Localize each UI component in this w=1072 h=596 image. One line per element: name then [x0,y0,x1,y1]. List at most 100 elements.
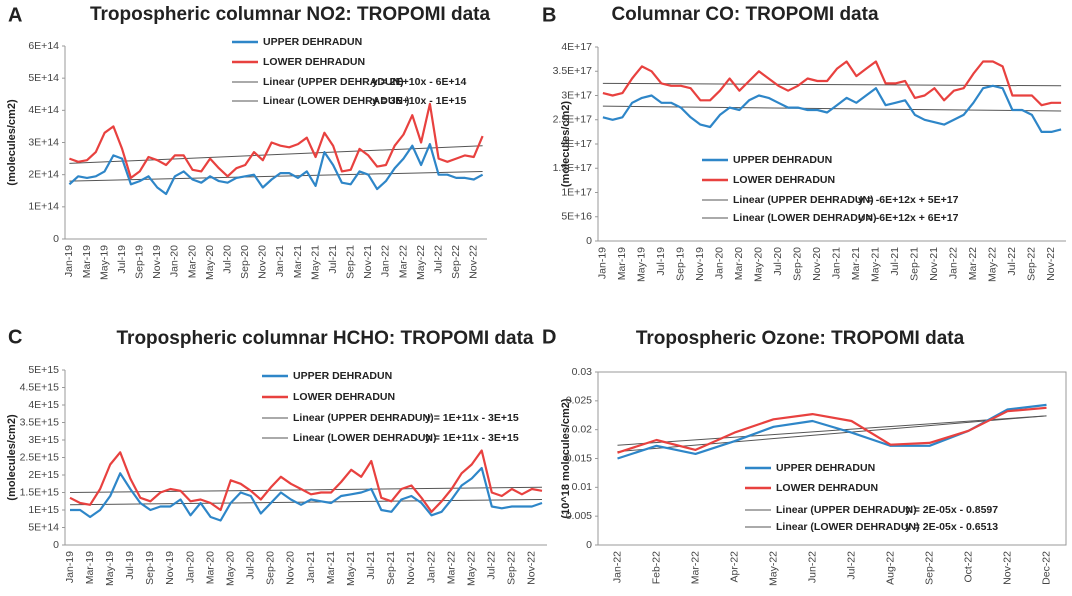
y-tick-label: 5E+15 [28,364,59,376]
legend-label: Linear (LOWER DEHRADUN) [293,432,437,444]
x-tick-label: May-21 [870,247,882,282]
y-tick-label: 4.5E+15 [20,381,60,393]
x-tick-label: Mar-20 [733,247,745,280]
x-tick-label: Mar-22 [967,247,979,280]
y-tick-label: 3.5E+17 [553,65,593,77]
x-tick-label: Nov-19 [151,245,163,279]
legend-label: LOWER DEHRADUN [293,391,395,403]
x-tick-label: Mar-21 [850,247,862,280]
x-tick-label: Mar-19 [616,247,628,280]
x-tick-label: Nov-20 [257,245,269,279]
y-tick-label: 3.5E+15 [20,416,60,428]
x-tick-label: Jul-20 [221,245,233,274]
x-tick-label: Sep-19 [144,551,156,585]
y-tick-label: 4E+14 [28,104,59,116]
plot-frame [597,371,1067,546]
trendline [70,486,542,493]
legend-label: Linear (UPPER DEHRADUN) [776,504,917,516]
y-tick-label: 4E+15 [28,399,59,411]
series-line [617,406,1047,454]
x-tick-label: Mar-19 [81,245,93,278]
x-tick-label: Jan-22 [380,245,392,277]
x-tick-label: May-19 [636,247,648,282]
legend-label: LOWER DEHRADUN [263,56,365,68]
x-tick-label: Jan-20 [714,247,726,279]
x-tick-label: Mar-22 [397,245,409,278]
y-tick-label: 1E+15 [28,504,59,516]
legend-label: Linear (UPPER DEHRADUN) [733,194,874,206]
legend-label: Linear (LOWER DEHRADUN ) [263,95,409,107]
y-tick-label: 3E+14 [28,136,59,148]
x-tick-label: Nov-21 [405,551,417,585]
y-tick-label: 1.5E+17 [553,162,593,174]
x-tick-label: Jan-21 [831,247,843,279]
series-line [69,102,484,179]
trendline [617,415,1047,446]
x-tick-label: Jul-19 [655,247,667,276]
x-tick-label: Jul-21 [889,247,901,276]
panel-label: C [8,326,22,348]
x-tick-label: Jan-22 [425,551,437,583]
x-tick-label: May-22 [987,247,999,282]
y-tick-label: 3E+15 [28,434,59,446]
legend-label: UPPER DEHRADUN [263,36,362,48]
y-tick-label: 0.03 [572,366,593,378]
x-tick-label: Jul-22 [432,245,444,274]
x-tick-label: Mar-22 [689,551,701,584]
x-tick-label: Apr-22 [728,551,740,583]
y-tick-label: 1E+14 [28,201,59,213]
x-tick-label: Nov-21 [928,247,940,281]
y-axis-label: (molecules/cm2) [6,99,18,186]
series-line [617,403,1047,460]
x-tick-label: Jan-20 [169,245,181,277]
chart-title: Columnar CO: TROPOMI data [611,4,879,25]
trendline [69,145,483,164]
chart-title: Tropospheric columnar NO2: TROPOMI data [90,4,491,25]
x-tick-label: Nov-21 [362,245,374,279]
x-tick-label: Nov-20 [285,551,297,585]
y-tick-label: 2.5E+15 [20,451,60,463]
y-axis-label: (10^18 molecules/cm2) [560,398,572,518]
trend-equation: y = 3E+10x - 1E+15 [372,95,466,107]
y-tick-label: 5E+16 [561,211,592,223]
y-tick-label: 0 [586,235,592,247]
x-tick-label: Nov-19 [164,551,176,585]
trend-equation: y = -6E+12x + 6E+17 [858,212,959,224]
trend-equation: y = 1E+11x - 3E+15 [425,412,519,424]
x-tick-label: Oct-22 [962,551,974,583]
y-tick-label: 0.01 [572,481,593,493]
y-tick-label: 0.005 [566,510,592,522]
x-tick-label: Jan-22 [948,247,960,279]
x-tick-label: Sep-22 [450,245,462,279]
x-tick-label: Sep-19 [134,245,146,279]
legend-label: Linear (LOWER DEHRADUN) [776,521,920,533]
x-tick-label: Jan-20 [184,551,196,583]
y-tick-label: 5E+14 [28,521,59,533]
y-tick-label: 0.015 [566,452,592,464]
series-line [69,449,543,513]
x-tick-label: Jul-19 [124,551,136,580]
x-tick-label: Jun-22 [806,551,818,583]
x-tick-label: May-21 [345,551,357,586]
x-tick-label: Jul-21 [365,551,377,580]
x-tick-label: Jul-20 [245,551,257,580]
panel-label: A [8,4,22,26]
y-tick-label: 5E+14 [28,72,59,84]
y-axis-label: (molecules/cm2) [560,101,572,188]
x-tick-label: May-22 [767,551,779,586]
x-tick-label: Jul-22 [1006,247,1018,276]
x-tick-label: Aug-22 [884,551,896,585]
x-tick-label: Mar-19 [84,551,96,584]
x-tick-label: May-19 [104,551,116,586]
y-tick-label: 1E+17 [561,186,592,198]
y-axis-label: (molecules/cm2) [6,414,18,501]
trend-equation: y = 2E-05x - 0.6513 [905,521,998,533]
y-tick-label: 2E+14 [28,168,59,180]
y-tick-label: 2.5E+17 [553,114,593,126]
x-tick-label: Jul-22 [486,551,498,580]
x-tick-label: Nov-19 [694,247,706,281]
x-tick-label: Sep-21 [385,551,397,585]
x-tick-label: May-22 [415,245,427,280]
x-tick-label: Jan-19 [63,245,75,277]
